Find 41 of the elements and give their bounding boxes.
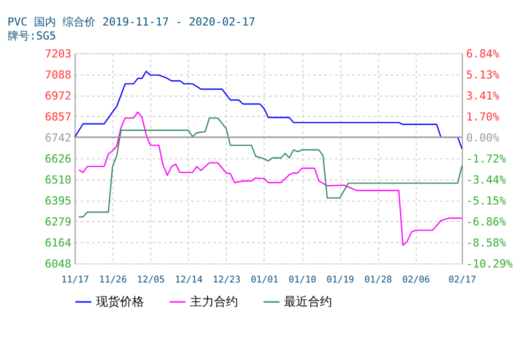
chart-subtitle: 牌号:SG5 <box>7 29 56 42</box>
y2-tick-label: 1.70% <box>466 110 500 124</box>
y2-tick-label: 3.41% <box>466 89 500 102</box>
y2-tick-label: -10.29% <box>466 258 513 271</box>
y2-tick-label: 6.84% <box>466 47 500 60</box>
legend-label: 主力合约 <box>190 294 238 309</box>
y-tick-label: 6972 <box>44 89 72 102</box>
x-tick-label: 01/28 <box>364 274 392 286</box>
x-tick-label: 02/06 <box>402 274 430 286</box>
line-series <box>78 117 463 218</box>
line-series <box>78 111 463 246</box>
y2-tick-label: -1.72% <box>466 152 506 166</box>
y-tick-label: 6857 <box>44 110 72 124</box>
legend-label: 现货价格 <box>96 294 144 309</box>
y-tick-label: 7203 <box>44 47 72 60</box>
y-tick-label: 6395 <box>44 194 72 208</box>
y-tick-label: 7088 <box>44 68 72 82</box>
y2-tick-label: 0.00% <box>466 131 500 144</box>
y2-tick-label: -3.44% <box>466 174 506 187</box>
y-tick-label: 6510 <box>44 174 72 187</box>
x-tick-label: 01/10 <box>288 274 316 286</box>
x-tick-label: 01/01 <box>250 274 278 286</box>
y2-tick-label: -5.15% <box>466 194 506 208</box>
y2-tick-label: -8.58% <box>466 236 506 250</box>
x-tick-label: 12/23 <box>212 274 241 286</box>
x-tick-label: 11/17 <box>61 274 89 286</box>
y-tick-label: 6048 <box>44 258 72 271</box>
legend-label: 最近合约 <box>284 294 332 309</box>
y-tick-label: 6626 <box>44 152 72 166</box>
y-tick-label: 6742 <box>44 131 72 144</box>
y-tick-label: 6279 <box>44 216 72 229</box>
y-tick-label: 6164 <box>44 236 72 250</box>
x-tick-label: 11/26 <box>99 274 127 286</box>
y2-tick-label: 5.13% <box>466 68 500 82</box>
line-series <box>74 70 463 150</box>
x-tick-label: 12/05 <box>137 274 165 286</box>
y2-tick-label: -6.86% <box>466 216 506 229</box>
x-tick-label: 02/17 <box>448 274 476 286</box>
chart-title: PVC 国内 综合价 2019-11-17 - 2020-02-17 <box>7 16 256 29</box>
x-tick-label: 12/14 <box>174 274 204 286</box>
x-tick-label: 01/19 <box>326 274 354 286</box>
